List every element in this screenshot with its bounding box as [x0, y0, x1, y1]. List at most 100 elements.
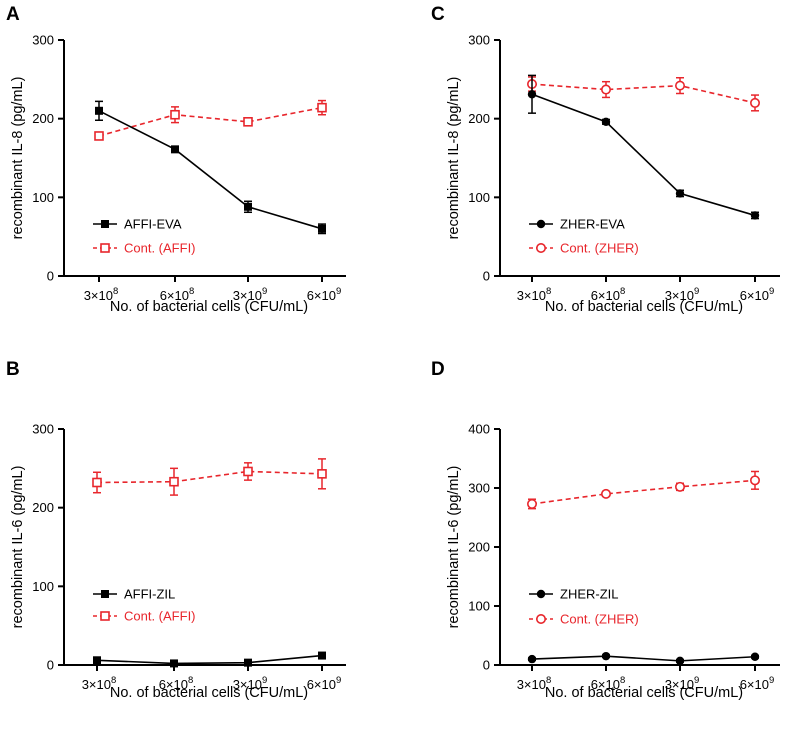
legend-label: ZHER-ZIL — [560, 587, 619, 602]
x-tick-label: 6×109 — [740, 675, 775, 692]
data-point — [600, 84, 611, 95]
y-axis-title: recombinant IL-6 (pg/mL) — [10, 466, 26, 629]
data-point — [244, 658, 252, 667]
series-line — [98, 106, 323, 137]
series-zher-eva — [527, 74, 760, 220]
data-point — [95, 106, 103, 115]
legend-label: AFFI-EVA — [124, 217, 182, 232]
y-tick-label: 300 — [468, 33, 490, 48]
y-tick-label: 200 — [468, 540, 490, 555]
y-axis-title: recombinant IL-8 (pg/mL) — [446, 77, 462, 240]
legend-marker — [100, 243, 110, 253]
y-axis-title: recombinant IL-8 (pg/mL) — [10, 77, 26, 240]
data-point — [170, 659, 178, 668]
y-tick-label: 100 — [32, 190, 54, 205]
legend-marker — [100, 611, 110, 621]
data-point — [318, 224, 326, 233]
y-tick-label: 400 — [468, 422, 490, 437]
legend-marker — [101, 220, 109, 228]
x-tick-label: 3×109 — [233, 286, 268, 303]
data-point — [317, 469, 327, 479]
legend-label: Cont. (ZHER) — [560, 612, 639, 627]
data-point — [675, 189, 685, 198]
data-point — [674, 80, 685, 91]
x-tick-label: 6×108 — [160, 286, 195, 303]
series-line — [96, 470, 323, 484]
data-point — [674, 481, 685, 492]
x-axis-title: No. of bacterial cells (CFU/mL) — [545, 685, 743, 701]
data-point — [749, 475, 760, 486]
data-point — [243, 117, 253, 127]
data-point — [750, 652, 760, 661]
data-point — [749, 97, 760, 108]
x-tick-label: 3×108 — [84, 286, 119, 303]
x-axis-title: No. of bacterial cells (CFU/mL) — [110, 685, 308, 701]
data-point — [170, 109, 180, 120]
x-tick-label: 6×109 — [740, 286, 775, 303]
panel-d: D 0 100 200 300 400 3×108 6×108 3×109 6×109 recomb… — [431, 359, 780, 701]
y-tick-label: 0 — [483, 658, 490, 673]
series-zher-zil — [527, 651, 760, 666]
y-tick-label: 300 — [32, 422, 54, 437]
y-tick-label: 200 — [32, 111, 54, 126]
x-tick-label: 3×108 — [517, 286, 552, 303]
x-tick-label: 3×109 — [233, 675, 268, 692]
y-tick-label: 0 — [483, 269, 490, 284]
series-affi-eva — [95, 100, 326, 235]
x-tick-label: 6×109 — [307, 675, 342, 692]
series-line — [531, 479, 756, 505]
panel-letter: A — [6, 4, 20, 25]
data-point — [171, 145, 179, 154]
y-tick-label: 0 — [47, 269, 54, 284]
series-line — [531, 83, 756, 104]
panel-letter: B — [6, 359, 20, 380]
series-line — [98, 110, 323, 230]
data-point — [169, 476, 179, 487]
data-point — [527, 90, 537, 99]
data-point — [93, 656, 101, 665]
data-point — [600, 488, 611, 499]
x-tick-label: 6×109 — [307, 286, 342, 303]
legend-label: Cont. (AFFI) — [124, 241, 196, 256]
y-tick-label: 0 — [47, 658, 54, 673]
data-point — [526, 498, 537, 509]
x-tick-label: 6×108 — [591, 675, 626, 692]
y-tick-label: 200 — [32, 500, 54, 515]
data-point — [527, 654, 537, 664]
data-point — [243, 466, 253, 477]
y-tick-label: 300 — [32, 33, 54, 48]
legend-marker — [535, 243, 546, 254]
x-tick-label: 3×108 — [82, 675, 117, 692]
x-tick-label: 3×109 — [665, 675, 700, 692]
series-cont-affi — [92, 458, 327, 496]
data-point — [750, 211, 760, 220]
data-point — [317, 102, 327, 113]
data-point — [92, 477, 102, 488]
x-tick-label: 3×109 — [665, 286, 700, 303]
panel-letter: D — [431, 359, 445, 380]
panel-a: A 0 100 200 300 3×108 6×108 3×109 6×109 recombina… — [6, 4, 346, 315]
y-tick-label: 100 — [468, 190, 490, 205]
y-tick-label: 200 — [468, 111, 490, 126]
legend-marker — [536, 589, 546, 599]
data-point — [318, 651, 326, 660]
y-axis-title: recombinant IL-6 (pg/mL) — [446, 466, 462, 629]
data-point — [94, 131, 104, 141]
series-line — [531, 93, 756, 217]
legend-marker — [101, 590, 109, 598]
series-line — [531, 655, 756, 662]
x-tick-label: 6×108 — [159, 675, 194, 692]
series-cont-affi — [94, 99, 327, 141]
x-axis-title: No. of bacterial cells (CFU/mL) — [545, 299, 743, 315]
x-tick-label: 6×108 — [591, 286, 626, 303]
y-tick-label: 300 — [468, 481, 490, 496]
legend-label: ZHER-EVA — [560, 217, 625, 232]
legend: AFFI-ZIL Cont. (AFFI) — [93, 587, 196, 624]
legend-marker — [535, 613, 546, 624]
legend-marker — [536, 219, 546, 229]
series-affi-zil — [93, 651, 326, 668]
legend: ZHER-EVA Cont. (ZHER) — [529, 217, 639, 256]
data-point — [675, 656, 685, 666]
data-point — [244, 202, 252, 211]
